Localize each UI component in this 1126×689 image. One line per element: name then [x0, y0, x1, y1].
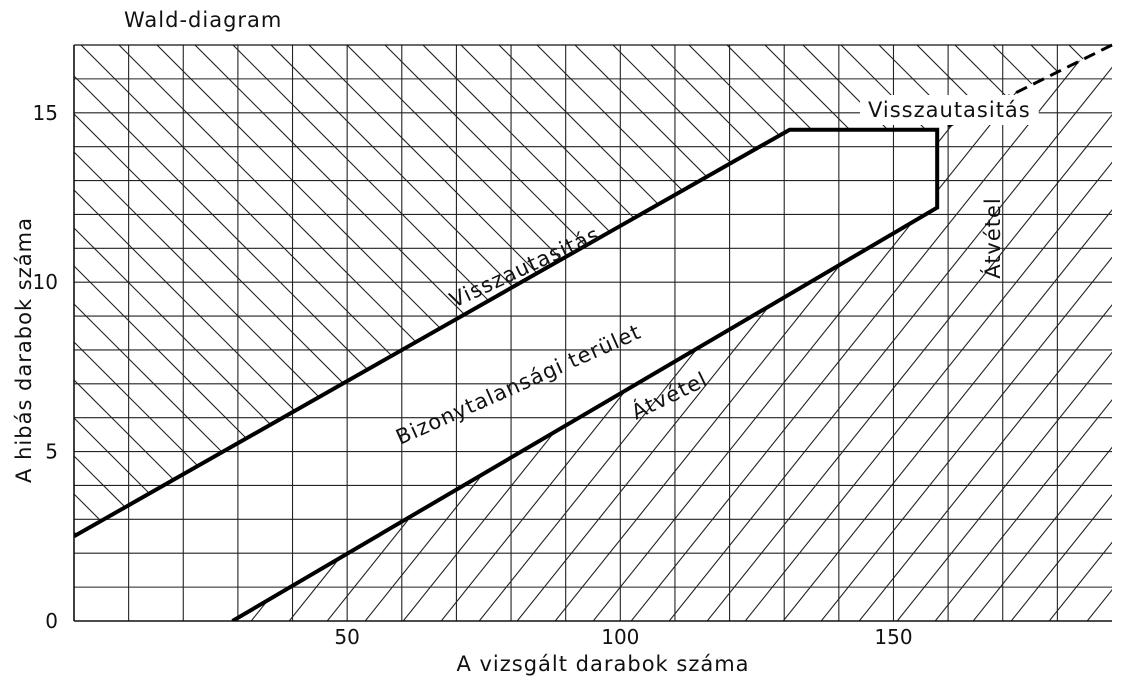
hatch-line — [909, 45, 1112, 621]
hatch-line — [74, 45, 509, 537]
y-tick-label: 0 — [45, 609, 58, 633]
decision-boundary-line — [74, 127, 940, 621]
hatch-line — [232, 45, 407, 621]
hatch-line — [643, 45, 1112, 621]
hatch-line — [232, 45, 445, 621]
hatch-line — [74, 45, 623, 537]
annotation-acceptance-line: Átvétel — [627, 366, 711, 424]
hatch-line — [833, 45, 1112, 621]
hatch-line — [74, 45, 699, 537]
y-tick-label: 10 — [33, 270, 58, 294]
hatch-line — [232, 45, 749, 621]
hatch-line — [74, 45, 395, 537]
y-tick-label: 15 — [33, 101, 58, 125]
hatch-line — [1061, 45, 1112, 537]
x-tick-label: 150 — [874, 625, 912, 649]
hatch-line — [149, 45, 851, 537]
x-axis-label: A vizsgált darabok száma — [456, 652, 750, 676]
hatch-line — [74, 45, 547, 537]
annotation-uncertainty-region: Bizonytalansági terület — [392, 320, 644, 450]
hatch-line — [985, 45, 1112, 621]
hatch-line — [605, 45, 1112, 621]
hatch-line — [1061, 45, 1112, 621]
annotation-acceptance-right: Átvétel — [980, 197, 1005, 279]
hatch-line — [0, 0, 140, 689]
hatch-line — [0, 0, 14, 689]
hatch-line — [232, 45, 521, 621]
hatch-line — [232, 45, 559, 621]
hatch-line — [377, 45, 939, 621]
chart-title: Wald-diagram — [124, 8, 283, 32]
annotation-rejection-line: Visszautasitás — [446, 222, 604, 313]
hatch-line — [681, 45, 1112, 621]
hatch-line — [232, 45, 635, 621]
x-tick-label: 100 — [601, 625, 639, 649]
hatch-line — [74, 45, 661, 537]
hatch-line — [719, 45, 1112, 621]
annotation-background — [860, 95, 1039, 125]
hatch-line — [74, 45, 433, 537]
hatch-line — [1099, 45, 1112, 537]
hatch-line — [0, 0, 178, 689]
hatch-line — [74, 45, 737, 537]
x-tick-label: 50 — [334, 625, 359, 649]
hatch-line — [74, 45, 585, 537]
hatch-line — [263, 45, 825, 621]
hatch-line — [757, 45, 1112, 621]
hatch-line — [871, 45, 1112, 621]
hatch-line — [947, 45, 1112, 621]
annotation-rejection-top: Visszautasitás — [868, 98, 1031, 122]
hatch-line — [74, 45, 167, 537]
hatch-line — [0, 0, 26, 689]
hatch-line — [74, 45, 775, 537]
hatch-line — [74, 45, 129, 537]
y-tick-label: 5 — [45, 440, 58, 464]
hatch-line — [225, 45, 927, 537]
hatch-line — [795, 45, 1112, 621]
hatch-line — [1099, 45, 1112, 621]
hatch-line — [232, 45, 597, 621]
hatch-line — [74, 45, 471, 537]
